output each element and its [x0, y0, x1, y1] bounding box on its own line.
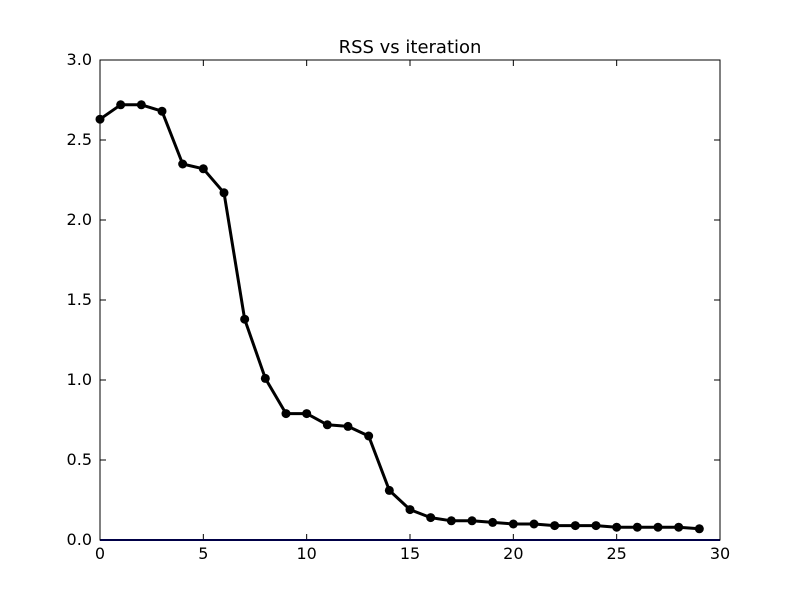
- data-point: [446, 516, 456, 526]
- y-tick-label: 1.5: [67, 290, 92, 309]
- data-point: [343, 421, 353, 431]
- data-point: [240, 314, 250, 324]
- data-point: [550, 521, 560, 531]
- data-point: [488, 517, 498, 527]
- data-point: [674, 522, 684, 532]
- data-point: [178, 159, 188, 169]
- data-point: [612, 522, 622, 532]
- data-point: [632, 522, 642, 532]
- x-tick-label: 5: [198, 544, 208, 563]
- plot-frame: [99, 59, 721, 541]
- x-tick-label: 15: [400, 544, 420, 563]
- data-point: [384, 485, 394, 495]
- y-tick-label: 1.0: [67, 370, 92, 389]
- data-point: [219, 188, 229, 198]
- y-tick-label: 2.5: [67, 130, 92, 149]
- data-point: [364, 431, 374, 441]
- x-tick-label: 20: [503, 544, 523, 563]
- y-tick-label: 0.0: [67, 530, 92, 549]
- data-point: [281, 409, 291, 419]
- data-point: [198, 164, 208, 174]
- data-point: [591, 521, 601, 531]
- chart-title: RSS vs iteration: [339, 37, 482, 58]
- data-point: [694, 524, 704, 534]
- data-point: [116, 100, 126, 110]
- data-point: [136, 100, 146, 110]
- data-point: [467, 516, 477, 526]
- data-point: [302, 409, 312, 419]
- x-tick-label: 10: [296, 544, 316, 563]
- x-tick-label: 30: [710, 544, 730, 563]
- data-point: [157, 106, 167, 116]
- x-tick-label: 0: [95, 544, 105, 563]
- y-tick-label: 2.0: [67, 210, 92, 229]
- data-point: [570, 521, 580, 531]
- y-tick-label: 3.0: [67, 50, 92, 69]
- x-tick-label: 25: [606, 544, 626, 563]
- data-point: [405, 505, 415, 515]
- data-point: [508, 519, 518, 529]
- data-point: [426, 513, 436, 523]
- data-point: [260, 373, 270, 383]
- data-point: [653, 522, 663, 532]
- y-tick-label: 0.5: [67, 450, 92, 469]
- data-point: [322, 420, 332, 430]
- data-point: [529, 519, 539, 529]
- plot-area: [100, 60, 720, 540]
